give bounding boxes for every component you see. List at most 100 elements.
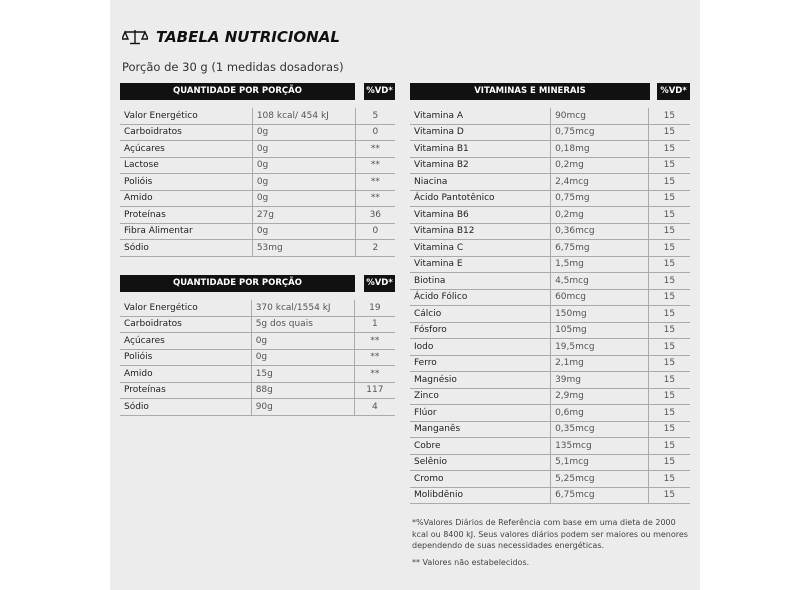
nutrient-vd: 15 <box>647 305 690 323</box>
nutrient-vd: 15 <box>647 173 690 191</box>
nutrient-name: Fibra Alimentar <box>120 223 253 240</box>
table-row: Açúcares 0g ** <box>120 332 395 350</box>
nutrient-amount: 108 kcal/ 454 kJ <box>251 108 356 125</box>
table-row: Ácido Fólico 60mcg 15 <box>410 289 690 306</box>
nutrient-vd: 117 <box>353 382 395 399</box>
table-row: Vitamina E 1,5mg 15 <box>410 256 690 273</box>
nutrient-vd: 15 <box>647 124 690 141</box>
nutrient-amount: 0,6mg <box>550 404 649 422</box>
table-row: Vitamina B12 0,36mcg 15 <box>410 223 690 240</box>
nutrient-vd: 15 <box>647 289 690 306</box>
table-row: Carboidratos 0g 0 <box>120 124 395 141</box>
nutrition-table-portion: Valor Energético 108 kcal/ 454 kJ 5 Carboid… <box>120 108 395 257</box>
nutrient-name: Vitamina A <box>410 108 551 125</box>
table-row: Magnésio 39mg 15 <box>410 371 690 389</box>
nutrient-amount: 2,9mg <box>550 388 649 405</box>
table-row: Valor Energético 370 kcal/1554 kJ 19 <box>120 300 395 317</box>
nutrient-amount: 0,36mcg <box>550 223 649 240</box>
nutrient-vd: ** <box>354 140 395 158</box>
nutrient-name: Vitamina B12 <box>410 223 551 240</box>
nutrient-amount: 0g <box>250 332 355 350</box>
nutrient-name: Valor Energético <box>120 108 253 125</box>
nutrient-amount: 0g <box>250 349 355 366</box>
nutrient-name: Vitamina C <box>410 239 551 257</box>
nutrient-vd: 15 <box>647 437 690 455</box>
table-row: Molibdênio 6,75mcg 15 <box>410 487 690 504</box>
nutrient-amount: 1,5mg <box>550 256 649 273</box>
table-row: Manganês 0,35mcg 15 <box>410 421 690 438</box>
nutrient-name: Biotina <box>410 272 551 290</box>
nutrient-amount: 0g <box>251 157 356 174</box>
nutrient-vd: 0 <box>354 223 395 240</box>
table-row: Proteínas 27g 36 <box>120 206 395 224</box>
nutrient-name: Magnésio <box>410 371 551 389</box>
nutrient-amount: 15g <box>250 365 355 383</box>
nutrient-name: Cobre <box>410 437 551 455</box>
nutrient-vd: 15 <box>647 256 690 273</box>
nutrient-vd: 1 <box>353 316 395 333</box>
nutrient-amount: 0g <box>251 140 356 158</box>
table-row: Valor Energético 108 kcal/ 454 kJ 5 <box>120 108 395 125</box>
nutrient-amount: 0,75mcg <box>550 124 649 141</box>
table-row: Amido 15g ** <box>120 365 395 383</box>
nutrient-vd: 15 <box>647 454 690 471</box>
nutrient-amount: 60mcg <box>550 289 649 306</box>
nutrient-name: Zinco <box>410 388 551 405</box>
table-row: Polióis 0g ** <box>120 173 395 191</box>
nutrient-name: Amido <box>120 190 253 207</box>
table-row: Sódio 53mg 2 <box>120 239 395 257</box>
nutrient-vd: ** <box>354 173 395 191</box>
table-row: Zinco 2,9mg 15 <box>410 388 690 405</box>
table-row: Cálcio 150mg 15 <box>410 305 690 323</box>
nutrient-name: Amido <box>120 365 252 383</box>
nutrient-amount: 0g <box>251 124 356 141</box>
nutrient-name: Proteínas <box>120 206 253 224</box>
nutrient-name: Ácido Pantotênico <box>410 190 551 207</box>
table-row: Iodo 19,5mcg 15 <box>410 338 690 356</box>
table-row: Ácido Pantotênico 0,75mg 15 <box>410 190 690 207</box>
nutrient-vd: 15 <box>647 239 690 257</box>
nutrient-vd: 15 <box>647 338 690 356</box>
nutrient-amount: 39mg <box>550 371 649 389</box>
nutrient-vd: 0 <box>354 124 395 141</box>
nutrient-amount: 370 kcal/1554 kJ <box>250 300 355 317</box>
nutrient-amount: 88g <box>250 382 355 399</box>
nutrient-vd: ** <box>353 332 395 350</box>
nutrient-name: Açúcares <box>120 140 253 158</box>
nutrient-name: Iodo <box>410 338 551 356</box>
nutrient-name: Vitamina D <box>410 124 551 141</box>
table1-header: QUANTIDADE POR PORÇÃO <box>120 83 355 100</box>
table-row: Flúor 0,6mg 15 <box>410 404 690 422</box>
nutrient-name: Manganês <box>410 421 551 438</box>
nutrient-name: Sódio <box>120 239 253 257</box>
table-row: Carboidratos 5g dos quais 1 <box>120 316 395 333</box>
nutrient-name: Sódio <box>120 398 252 416</box>
table-row: Selênio 5,1mcg 15 <box>410 454 690 471</box>
nutrient-vd: 15 <box>647 108 690 125</box>
footnote-not-established: ** Valores não estabelecidos. <box>412 557 530 567</box>
nutrient-vd: 15 <box>647 388 690 405</box>
table-row: Fósforo 105mg 15 <box>410 322 690 339</box>
nutrient-vd: 15 <box>647 322 690 339</box>
nutrient-name: Proteínas <box>120 382 252 399</box>
nutrient-vd: 2 <box>354 239 395 257</box>
nutrient-name: Polióis <box>120 349 252 366</box>
table-row: Vitamina D 0,75mcg 15 <box>410 124 690 141</box>
nutrient-name: Vitamina B1 <box>410 140 551 158</box>
nutrient-amount: 135mcg <box>550 437 649 455</box>
nutrient-amount: 53mg <box>251 239 356 257</box>
nutrient-vd: ** <box>353 365 395 383</box>
vitamins-minerals-table: Vitamina A 90mcg 15 Vitamina D 0,75mcg 15 Vita… <box>410 108 690 504</box>
table-row: Sódio 90g 4 <box>120 398 395 416</box>
table2-vd-header: %VD* <box>364 275 395 292</box>
table-row: Lactose 0g ** <box>120 157 395 174</box>
nutrient-name: Niacina <box>410 173 551 191</box>
nutrient-name: Cromo <box>410 470 551 488</box>
title: TABELA NUTRICIONAL <box>122 28 340 46</box>
nutrient-amount: 0g <box>251 190 356 207</box>
nutrient-vd: 4 <box>353 398 395 416</box>
nutrient-amount: 4,5mcg <box>550 272 649 290</box>
nutrient-name: Valor Energético <box>120 300 252 317</box>
nutrient-vd: 15 <box>647 355 690 372</box>
table-row: Amido 0g ** <box>120 190 395 207</box>
